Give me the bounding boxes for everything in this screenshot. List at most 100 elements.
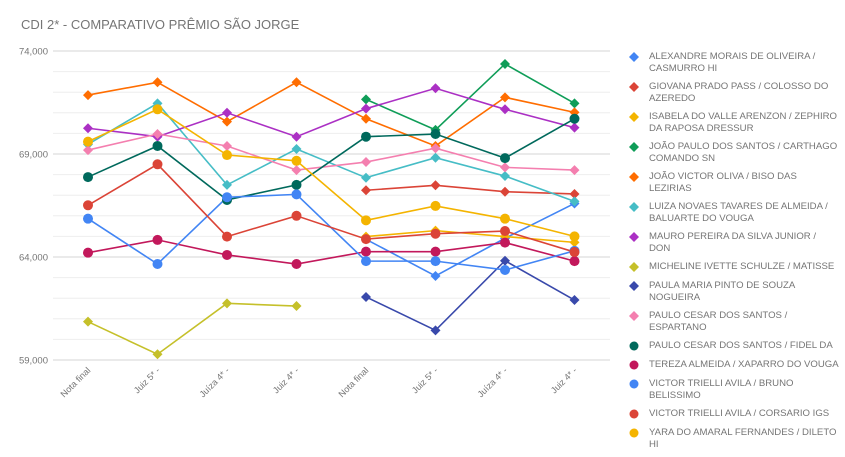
data-point — [222, 107, 232, 118]
series-line — [365, 62, 575, 131]
diamond-marker-icon — [628, 171, 640, 183]
data-point — [152, 129, 163, 140]
data-point — [569, 165, 580, 176]
data-point — [500, 92, 510, 103]
data-point — [291, 210, 302, 221]
x-tick-label: Juiz 5* - — [132, 365, 162, 395]
diamond-marker-icon — [628, 141, 640, 153]
data-point — [222, 140, 232, 151]
data-point — [291, 301, 302, 312]
data-point — [430, 246, 441, 257]
data-point — [222, 231, 232, 242]
data-point — [152, 234, 163, 245]
legend-item[interactable]: GIOVANA PRADO PASS / COLOSSO DO AZEREDO — [628, 81, 840, 104]
data-point — [222, 150, 232, 161]
legend-label: VICTOR TRIELLI AVILA / CORSARIO IGS — [649, 408, 830, 419]
data-point — [361, 234, 371, 245]
legend-item[interactable]: LUIZA NOVAES TAVARES DE ALMEIDA / BALUAR… — [628, 201, 840, 224]
data-point — [500, 264, 510, 275]
data-point — [569, 295, 580, 306]
data-point — [291, 259, 302, 270]
legend-item[interactable]: PAULO CESAR DOS SANTOS / FIDEL DA — [628, 340, 840, 352]
legend-label: GIOVANA PRADO PASS / COLOSSO DO AZEREDO — [649, 81, 829, 104]
series-line — [365, 202, 575, 277]
series-line — [87, 163, 575, 253]
diamond-marker-icon — [628, 231, 640, 243]
data-point — [430, 152, 441, 163]
y-tick-label: 69,000 — [19, 150, 48, 161]
data-point — [430, 83, 441, 94]
legend-item[interactable]: MAURO PEREIRA DA SILVA JUNIOR / DON — [628, 231, 840, 254]
series-line — [87, 102, 575, 203]
data-point — [361, 113, 371, 124]
legend-item[interactable]: VICTOR TRIELLI AVILA / CORSARIO IGS — [628, 408, 840, 420]
data-point — [569, 98, 580, 109]
data-point — [361, 131, 371, 142]
legend-item[interactable]: VICTOR TRIELLI AVILA / BRUNO BELISSIMO — [628, 378, 840, 401]
legend-label: TEREZA ALMEIDA / XAPARRO DO VOUGA — [649, 359, 839, 370]
series-line — [87, 108, 575, 238]
line-chart: 59,000 64,000 69,000 74,000 Nota final Juiz 5… — [19, 47, 610, 399]
data-point — [430, 270, 441, 281]
diamond-marker-icon — [628, 81, 640, 93]
data-point — [83, 172, 93, 183]
data-point — [361, 103, 371, 114]
data-point — [291, 77, 302, 88]
legend-item[interactable]: PAULO CESAR DOS SANTOS / ESPARTANO — [628, 310, 840, 333]
legend-item[interactable]: YARA DO AMARAL FERNANDES / DILETO HI — [628, 427, 840, 450]
diamond-marker-icon — [628, 261, 640, 273]
data-point — [291, 155, 302, 166]
legend-label: MAURO PEREIRA DA SILVA JUNIOR / DON — [649, 231, 817, 254]
data-point — [222, 192, 232, 203]
data-point — [222, 179, 232, 190]
data-point — [569, 113, 580, 124]
data-point — [500, 186, 510, 197]
data-point — [430, 129, 441, 140]
data-point — [361, 172, 371, 183]
data-point — [83, 123, 93, 134]
data-point — [152, 104, 163, 115]
data-point — [500, 237, 510, 248]
legend-label: JOÃO VICTOR OLIVA / BISO DAS LEZIRIAS — [649, 171, 797, 194]
circle-marker-icon — [628, 408, 640, 420]
data-point — [361, 246, 371, 257]
diamond-marker-icon — [628, 310, 640, 322]
data-point — [500, 162, 510, 173]
x-tick-label: Juiz 4* - — [549, 365, 579, 395]
diamond-marker-icon — [628, 51, 640, 63]
legend-label: PAULO CESAR DOS SANTOS / FIDEL DA — [649, 340, 833, 351]
legend-item[interactable]: TEREZA ALMEIDA / XAPARRO DO VOUGA — [628, 359, 840, 371]
data-point — [569, 231, 580, 242]
legend-item[interactable]: ISABELA DO VALLE ARENZON / ZEPHIRO DA RA… — [628, 111, 840, 134]
series-line — [87, 239, 575, 265]
series-line — [87, 302, 297, 356]
legend-item[interactable]: MICHELINE IVETTE SCHULZE / MATISSE — [628, 261, 840, 273]
data-point — [430, 325, 441, 336]
x-tick-label: Juiz 4* - — [271, 365, 301, 395]
data-point — [291, 189, 302, 200]
x-tick-label: Juíza 4* - — [475, 365, 509, 399]
data-point — [361, 185, 371, 196]
legend-item[interactable]: PAULA MARIA PINTO DE SOUZA NOGUEIRA — [628, 280, 840, 303]
data-point — [569, 188, 580, 199]
data-point — [83, 90, 93, 101]
legend-label: PAULO CESAR DOS SANTOS / ESPARTANO — [649, 310, 788, 333]
data-point — [500, 58, 510, 69]
data-point — [500, 171, 510, 182]
data-point — [152, 77, 163, 88]
x-tick-label: Juiz 5* - — [410, 365, 440, 395]
series-line — [365, 229, 575, 244]
series-line — [365, 184, 575, 195]
legend-label: ISABELA DO VALLE ARENZON / ZEPHIRO DA RA… — [649, 111, 838, 134]
data-point — [83, 200, 93, 211]
x-tick-label: Nota final — [58, 365, 92, 399]
legend-item[interactable]: JOÃO VICTOR OLIVA / BISO DAS LEZIRIAS — [628, 171, 840, 194]
data-point — [291, 131, 302, 142]
diamond-marker-icon — [628, 280, 640, 292]
legend-item[interactable]: JOÃO PAULO DOS SANTOS / CARTHAGO COMANDO… — [628, 141, 840, 164]
circle-marker-icon — [628, 427, 640, 439]
data-point — [83, 136, 93, 147]
data-point — [222, 116, 232, 127]
y-tick-label: 59,000 — [19, 356, 48, 367]
legend-item[interactable]: ALEXANDRE MORAIS DE OLIVEIRA / CASMURRO … — [628, 51, 840, 74]
